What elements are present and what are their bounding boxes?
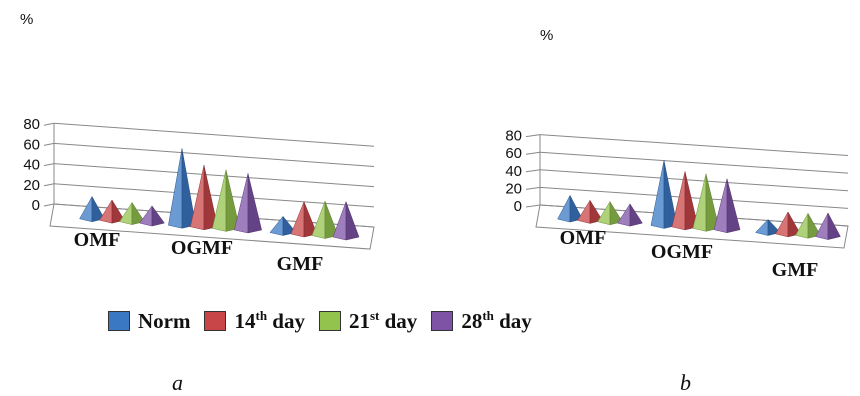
legend-swatch-norm bbox=[108, 311, 130, 331]
gridline-60 bbox=[539, 151, 849, 174]
gridline-80 bbox=[53, 122, 375, 147]
cone-gmf-4 bbox=[332, 201, 360, 241]
y-tick-40 bbox=[43, 163, 55, 167]
y-tick-label: 0 bbox=[32, 197, 40, 214]
category-label-omf: OMF bbox=[74, 229, 121, 251]
y-tick-label: 40 bbox=[23, 157, 40, 174]
y-tick-label: 20 bbox=[23, 177, 40, 194]
y-axis-label: % bbox=[540, 27, 553, 44]
cone-ogmf-3 bbox=[212, 169, 240, 232]
legend-item-28th-day: 28th day bbox=[431, 309, 532, 334]
category-label-ogmf: OGMF bbox=[171, 237, 233, 259]
cone-omf-2 bbox=[577, 199, 603, 224]
cone-gmf-2 bbox=[775, 211, 801, 238]
legend-label-28th-day: 28th day bbox=[461, 307, 532, 333]
gridline-80 bbox=[539, 134, 849, 157]
gridline-40 bbox=[539, 169, 849, 192]
y-tick-80 bbox=[43, 122, 55, 126]
gridline-20 bbox=[539, 186, 849, 209]
legend-label-21st-day: 21st day bbox=[348, 307, 418, 333]
legend-item-21st-day: 21st day bbox=[318, 307, 418, 334]
cone-omf-1 bbox=[79, 195, 105, 223]
legend: Norm 14th day 21st day 28th day bbox=[108, 306, 532, 336]
legend-label-norm: Norm bbox=[138, 308, 191, 333]
category-label-gmf: GMF bbox=[772, 259, 819, 281]
legend-item-norm: Norm bbox=[108, 309, 190, 334]
legend-swatch-28th-day bbox=[431, 311, 454, 331]
category-label-gmf: GMF bbox=[277, 253, 324, 275]
floor-plane bbox=[49, 203, 375, 250]
y-tick-40 bbox=[525, 169, 541, 173]
y-tick-label: 20 bbox=[505, 180, 522, 197]
cone-gmf-4 bbox=[815, 212, 841, 240]
floor-plane bbox=[535, 204, 849, 249]
y-tick-label: 60 bbox=[505, 145, 522, 162]
chart-panel-a: 0 20 40 60 80% OMF OGMF GMF bbox=[20, 11, 375, 275]
cone-omf-1 bbox=[557, 195, 583, 223]
y-tick-0 bbox=[525, 204, 541, 208]
y-tick-20 bbox=[43, 183, 55, 187]
y-tick-80 bbox=[525, 134, 541, 138]
y-tick-0 bbox=[43, 203, 55, 207]
y-tick-20 bbox=[525, 186, 541, 190]
legend-swatch-21st-day bbox=[318, 311, 341, 331]
cone-gmf-2 bbox=[290, 201, 318, 238]
cone-omf-3 bbox=[119, 201, 145, 225]
y-tick-60 bbox=[43, 142, 55, 146]
legend-label-14th-day: 14th day bbox=[234, 307, 305, 333]
category-label-ogmf: OGMF bbox=[651, 241, 713, 263]
y-tick-label: 0 bbox=[514, 198, 522, 215]
cone-ogmf-2 bbox=[671, 171, 699, 231]
legend-item-14th-day: 14th day bbox=[204, 309, 305, 334]
y-tick-label: 80 bbox=[505, 128, 522, 145]
y-tick-label: 40 bbox=[505, 163, 522, 180]
gridline-20 bbox=[53, 183, 375, 208]
cone-gmf-3 bbox=[311, 201, 339, 239]
cone-ogmf-4 bbox=[713, 178, 741, 234]
panel-label-b: b bbox=[680, 370, 691, 395]
cone-omf-3 bbox=[597, 200, 623, 226]
category-label-omf: OMF bbox=[560, 227, 607, 249]
cone-ogmf-4 bbox=[234, 173, 262, 234]
y-tick-60 bbox=[525, 151, 541, 155]
cone-omf-4 bbox=[139, 205, 165, 227]
cone-omf-2 bbox=[99, 199, 125, 224]
cone-ogmf-3 bbox=[692, 173, 720, 232]
panel-label-a: a bbox=[172, 370, 183, 395]
cone-ogmf-1 bbox=[168, 148, 196, 229]
y-tick-label: 80 bbox=[23, 116, 40, 133]
cone-omf-4 bbox=[617, 203, 643, 227]
gridline-40 bbox=[53, 163, 375, 188]
y-tick-label: 60 bbox=[23, 136, 40, 153]
y-axis-label: % bbox=[20, 11, 33, 28]
cone-gmf-3 bbox=[795, 212, 821, 239]
legend-swatch-14th-day bbox=[204, 311, 227, 331]
cone-ogmf-1 bbox=[650, 160, 678, 229]
gridline-60 bbox=[53, 142, 375, 167]
cone-ogmf-2 bbox=[190, 165, 218, 231]
